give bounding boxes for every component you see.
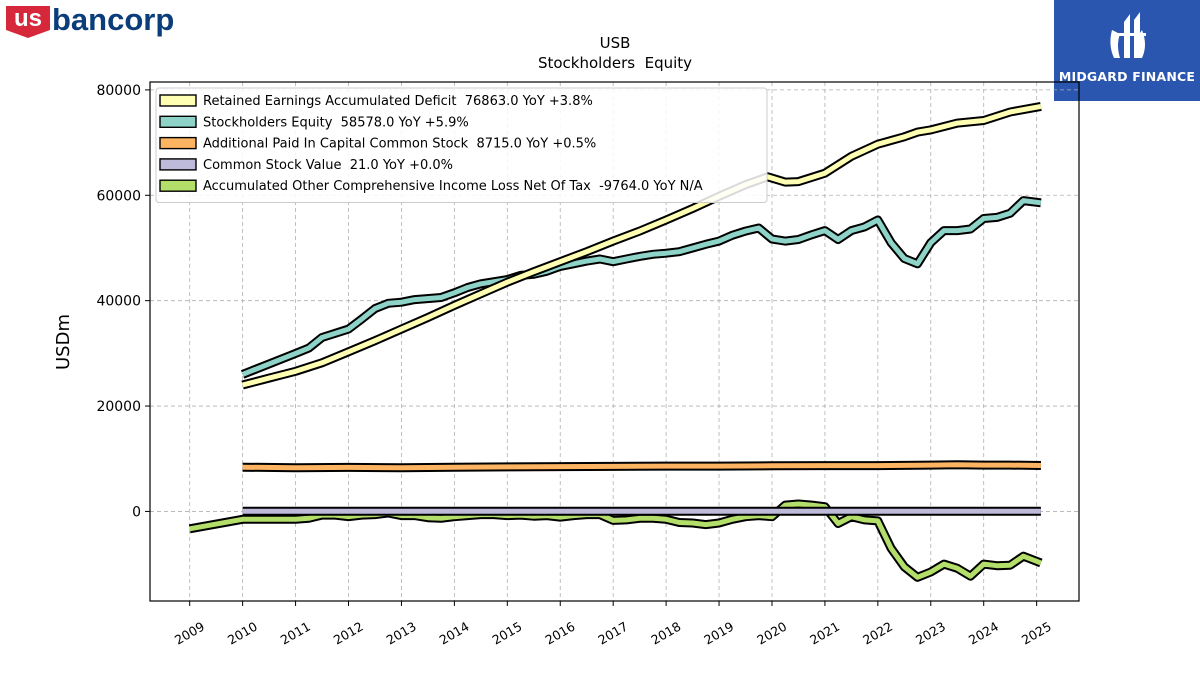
series-line-0 [241,101,1042,390]
x-tick-label: 2023 [913,619,948,648]
x-tick-label: 2019 [701,619,736,648]
us-bancorp-logo-prefix: us [14,5,42,32]
x-tick-label: 2025 [1019,619,1054,648]
legend-swatch [159,115,197,129]
chart-subtitle: Stockholders Equity [538,54,692,72]
x-axis-ticks: 2009 2010 2011 2012 2013 2014 2015 2016 2017 2018… [172,601,1054,648]
x-tick-label: 2016 [542,619,577,648]
y-tick-label: 80000 [96,83,141,99]
legend-entry-label: Common Stock Value 21.0 YoY +0.0% [203,158,453,173]
x-tick-label: 2009 [172,619,207,648]
series-line-1 [240,196,1042,379]
x-tick-label: 2010 [225,619,260,648]
x-tick-label: 2018 [648,619,683,648]
legend-entry-label: Retained Earnings Accumulated Deficit 76… [203,94,593,109]
us-bancorp-logo: us bancorp [6,3,174,38]
legend-swatch [159,136,197,150]
y-axis-ticks: 0 20000 40000 60000 80000 [96,83,150,520]
x-tick-label: 2011 [278,619,313,648]
series-line-2 [242,460,1041,473]
legend-entry-label: Accumulated Other Comprehensive Income L… [203,179,703,194]
legend: Retained Earnings Accumulated Deficit 76… [155,87,768,203]
x-tick-label: 2021 [807,619,842,648]
y-tick-label: 20000 [96,399,141,415]
x-tick-label: 2012 [331,619,366,648]
y-axis-label: USDm [53,314,74,370]
series-stroke [241,198,1042,377]
x-tick-label: 2014 [437,619,472,648]
series-stroke [242,462,1041,471]
plot-frame [149,81,1080,602]
legend-swatch [159,158,197,171]
series-stroke [241,103,1042,388]
legend-box [155,87,768,203]
y-tick-label: 60000 [96,188,141,204]
us-bancorp-logo-name: bancorp [52,3,174,37]
x-tick-label: 2015 [490,619,525,648]
x-tick-label: 2013 [384,619,419,648]
legend-entry-label: Additional Paid In Capital Common Stock … [203,137,596,152]
x-tick-label: 2024 [966,619,1001,648]
series-lines [188,101,1043,582]
x-tick-label: 2017 [595,619,630,648]
y-tick-label: 0 [132,504,141,520]
legend-swatch [159,179,197,192]
midgard-finance-emblem-icon [1110,12,1146,58]
chart-title: USB [600,34,631,52]
legend-entry-label: Stockholders Equity 58578.0 YoY +5.9% [203,115,469,130]
us-bancorp-logo-badge [6,6,50,38]
x-tick-label: 2020 [754,619,789,648]
midgard-finance-logo: MIDGARD FINANCE [1054,0,1200,101]
y-tick-label: 40000 [96,294,141,310]
midgard-finance-text: MIDGARD FINANCE [1058,69,1196,84]
legend-swatch [159,94,197,107]
x-tick-label: 2022 [860,619,895,648]
